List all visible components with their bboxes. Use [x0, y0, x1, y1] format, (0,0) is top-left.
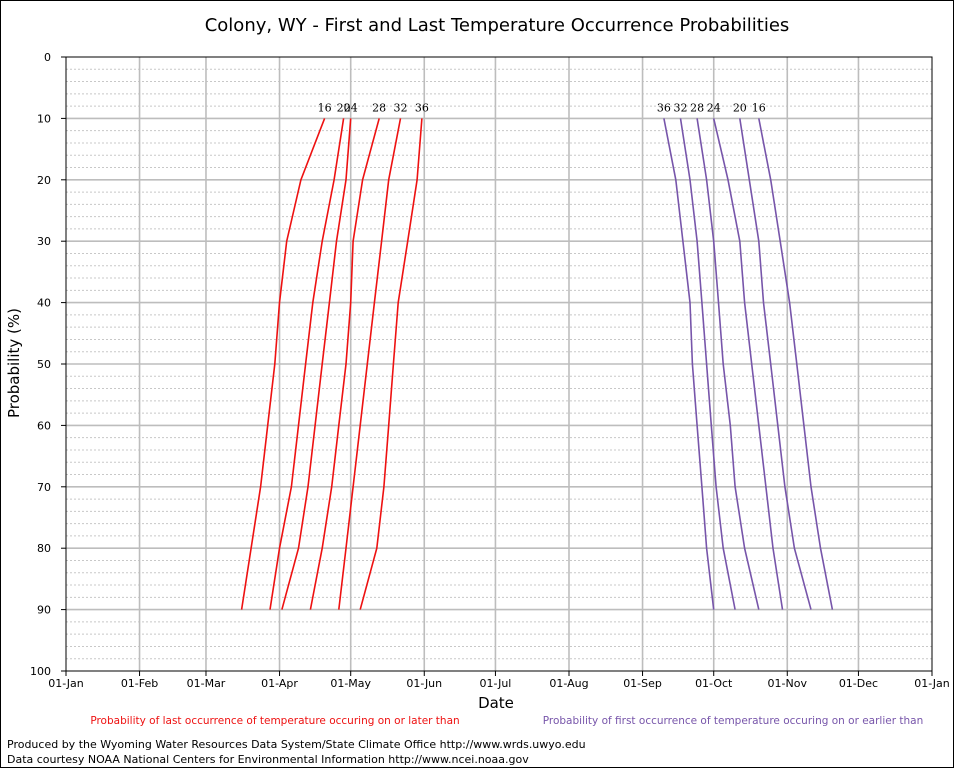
first-occurrence-label-20: 20: [733, 101, 747, 114]
y-tick-label: 80: [37, 542, 51, 555]
last-occurrence-label-24: 24: [344, 101, 358, 114]
y-tick-label: 90: [37, 604, 51, 617]
credit-data-source: Data courtesy NOAA National Centers for …: [7, 753, 529, 766]
x-tick-label: 01-Sep: [623, 677, 662, 690]
first-occurrence-line-28: [696, 118, 760, 610]
y-tick-label: 60: [37, 419, 51, 432]
first-occurrence-label-24: 24: [707, 101, 721, 114]
last-occurrence-label-36: 36: [415, 101, 429, 114]
last-occurrence-label-20: 20: [337, 101, 351, 114]
x-axis-label: Date: [478, 694, 514, 712]
x-tick-label: 01-Jul: [480, 677, 512, 690]
x-tick-label: 01-Nov: [768, 677, 808, 690]
first-occurrence-line-16: [758, 118, 834, 610]
chart-title: Colony, WY - First and Last Temperature …: [205, 15, 790, 36]
y-tick-label: 20: [37, 174, 51, 187]
x-tick-label: 01-Jan: [914, 677, 950, 690]
y-tick-label: 10: [37, 112, 51, 125]
y-tick-label: 70: [37, 481, 51, 494]
legend-last-occurrence: Probability of last occurrence of temper…: [90, 715, 459, 727]
last-occurrence-label-16: 16: [318, 101, 332, 114]
y-tick-label: 100: [30, 665, 51, 678]
last-occurrence-line-16: [240, 118, 326, 610]
x-tick-label: 01-Apr: [261, 677, 298, 690]
x-tick-label: 01-Aug: [549, 677, 588, 690]
x-tick-label: 01-Oct: [695, 677, 733, 690]
y-axis-label: Probability (%): [5, 308, 23, 418]
y-tick-label: 30: [37, 235, 51, 248]
first-occurrence-label-16: 16: [752, 101, 766, 114]
last-occurrence-line-24: [281, 118, 352, 610]
first-occurrence-label-36: 36: [657, 101, 671, 114]
first-occurrence-line-20: [739, 118, 812, 610]
x-tick-label: 01-Mar: [187, 677, 226, 690]
last-occurrence-label-32: 32: [394, 101, 408, 114]
first-occurrence-line-32: [679, 118, 736, 610]
x-tick-label: 01-May: [330, 677, 371, 690]
last-occurrence-label-28: 28: [372, 101, 386, 114]
first-occurrence-label-28: 28: [690, 101, 704, 114]
x-tick-label: 01-Dec: [839, 677, 878, 690]
first-occurrence-label-32: 32: [674, 101, 688, 114]
credit-producer: Produced by the Wyoming Water Resources …: [7, 738, 586, 751]
x-tick-label: 01-Jun: [406, 677, 442, 690]
legend-first-occurrence: Probability of first occurrence of tempe…: [543, 715, 924, 727]
first-occurrence-line-36: [663, 118, 715, 610]
last-occurrence-line-36: [359, 118, 423, 610]
y-tick-label: 0: [44, 51, 51, 64]
first-occurrence-line-24: [712, 118, 784, 610]
last-occurrence-line-32: [338, 118, 402, 610]
y-tick-label: 40: [37, 297, 51, 310]
plot-area: 01-Jan 01-Feb 01-Mar 01-Apr 01-May 01-Jun 01-J…: [30, 51, 950, 690]
last-occurrence-line-20: [269, 118, 345, 610]
x-tick-label: 01-Jan: [48, 677, 84, 690]
x-tick-label: 01-Feb: [121, 677, 158, 690]
last-occurrence-line-28: [309, 118, 380, 610]
y-tick-label: 50: [37, 358, 51, 371]
